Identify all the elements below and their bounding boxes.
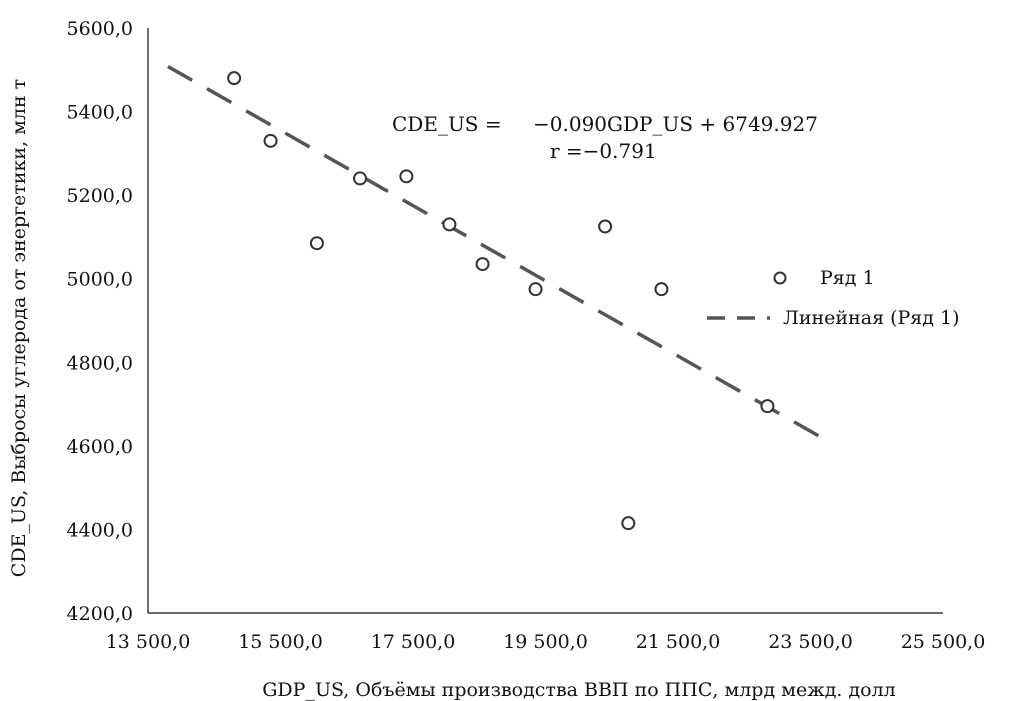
y-tick-label: 4400,0 — [67, 519, 133, 541]
axes — [147, 28, 943, 614]
y-axis-title: CDE_US, Выбросы углерода от энергетики, … — [8, 79, 30, 577]
x-tick-label: 21 500,0 — [636, 631, 721, 653]
legend-label-series: Ряд 1 — [820, 267, 875, 289]
legend-label-trendline: Линейная (Ряд 1) — [783, 307, 960, 329]
y-tick-labels: 4200,0 4400,0 4600,0 4800,0 5000,0 5200,0 5400… — [67, 18, 133, 625]
x-axis-title: GDP_US, Объёмы производства ВВП по ППС, … — [262, 679, 896, 701]
data-point — [263, 133, 278, 148]
equation-rhs: −0.090GDP_US + 6749.927 — [533, 112, 818, 136]
data-point — [442, 217, 457, 232]
x-tick-labels: 13 500,0 15 500,0 17 500,0 19 500,0 21 500,0… — [106, 631, 986, 653]
data-point — [654, 282, 669, 297]
data-point — [353, 171, 367, 186]
data-point — [227, 71, 242, 86]
data-point — [309, 236, 324, 251]
trendline-group — [167, 64, 828, 443]
correlation-text: r =−0.791 — [550, 139, 657, 163]
x-tick-label: 15 500,0 — [238, 631, 323, 653]
x-tick-label: 17 500,0 — [371, 631, 456, 653]
data-points — [227, 71, 775, 531]
y-tick-label: 5200,0 — [67, 185, 133, 207]
y-tick-label: 4800,0 — [67, 352, 133, 374]
equation-lhs: CDE_US = — [392, 112, 502, 136]
x-tick-label: 23 500,0 — [768, 631, 853, 653]
x-tick-label: 13 500,0 — [106, 631, 191, 653]
legend-marker-series — [773, 271, 787, 285]
trendline — [167, 64, 828, 443]
x-tick-label: 25 500,0 — [901, 631, 986, 653]
y-tick-label: 4600,0 — [67, 436, 133, 458]
y-tick-label: 4200,0 — [67, 603, 133, 625]
data-point — [399, 169, 414, 184]
data-point — [475, 257, 490, 272]
y-tick-label: 5600,0 — [67, 18, 133, 40]
x-tick-label: 19 500,0 — [503, 631, 588, 653]
legend: Ряд 1 Линейная (Ряд 1) — [707, 267, 960, 329]
data-point — [598, 219, 613, 234]
y-tick-label: 5000,0 — [67, 269, 133, 291]
data-point — [621, 516, 636, 531]
data-point — [760, 399, 775, 414]
y-tick-label: 5400,0 — [67, 102, 133, 124]
data-point — [528, 282, 543, 297]
